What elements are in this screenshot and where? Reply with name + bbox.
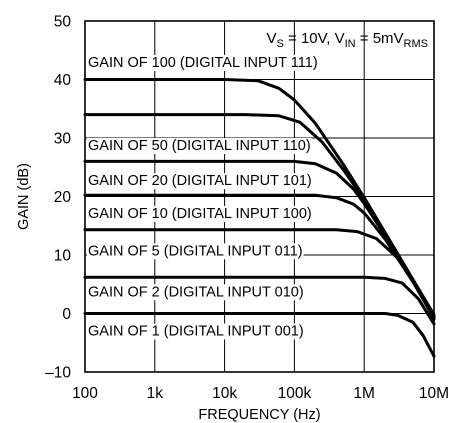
series-line-4 (83, 228, 436, 321)
curve-label-bg-6 (87, 284, 305, 301)
y-tick-label-5: 40 (54, 72, 72, 89)
vin-value: = 5mV (356, 30, 404, 47)
curve-label-bg-0 (87, 54, 319, 71)
vin-unit-subscript: RMS (404, 38, 428, 50)
curve-label-bg-7 (87, 323, 305, 340)
curve-labels: GAIN OF 100 (DIGITAL INPUT 111) GAIN OF 5… (87, 54, 319, 340)
x-tick-label-2: 10k (212, 385, 237, 402)
curve-label-5: GAIN OF 5 (DIGITAL INPUT 011) (88, 243, 303, 259)
series-lines (83, 78, 436, 358)
y-tick-label-3: 20 (54, 189, 72, 206)
series-line-6 (83, 312, 436, 358)
curve-label-7: GAIN OF 1 (DIGITAL INPUT 001) (88, 323, 304, 339)
curve-label-6: GAIN OF 2 (DIGITAL INPUT 010) (88, 284, 304, 300)
x-tick-label-0: 100 (72, 385, 98, 402)
series-line-5 (83, 275, 436, 326)
vin-subscript: IN (345, 38, 356, 50)
y-tick-label-4: 30 (54, 131, 72, 148)
x-tick-label-1: 1k (147, 385, 164, 402)
curve-label-2: GAIN OF 50 (DIGITAL INPUT 110) (88, 138, 311, 154)
x-axis-title: FREQUENCY (Hz) (198, 407, 320, 423)
curve-label-bg-4 (87, 205, 313, 222)
curve-label-bg-2 (87, 138, 312, 155)
curve-label-0: GAIN OF 100 (DIGITAL INPUT 111) (88, 55, 318, 71)
curve-label-3: GAIN OF 20 (DIGITAL INPUT 101) (88, 173, 312, 189)
curve-label-bg-3 (87, 173, 313, 190)
y-axis-title: GAIN (dB) (16, 163, 32, 230)
y-tick-label-2: 10 (54, 248, 72, 265)
x-tick-label-5: 10M (419, 385, 449, 402)
x-tick-label-3: 100k (278, 385, 312, 402)
x-tick-label-4: 1M (353, 385, 375, 402)
vs-symbol: V (266, 30, 276, 47)
plot-frame (84, 20, 435, 373)
vin-symbol: V (335, 30, 345, 47)
y-tick-label-1: 0 (62, 306, 71, 323)
y-tick-label-0: –10 (45, 365, 71, 382)
curve-label-bg-5 (87, 243, 304, 260)
conditions-label: VS = 10V, VIN = 5mVRMS (266, 30, 428, 50)
y-tick-label-6: 50 (54, 14, 72, 31)
y-tick-labels: –10 0 10 20 30 40 50 (45, 14, 71, 382)
vs-subscript: S (277, 38, 284, 50)
curve-label-4: GAIN OF 10 (DIGITAL INPUT 100) (88, 206, 312, 222)
x-tick-labels: 100 1k 10k 100k 1M 10M (72, 385, 449, 402)
vs-value: = 10V, (284, 30, 335, 47)
